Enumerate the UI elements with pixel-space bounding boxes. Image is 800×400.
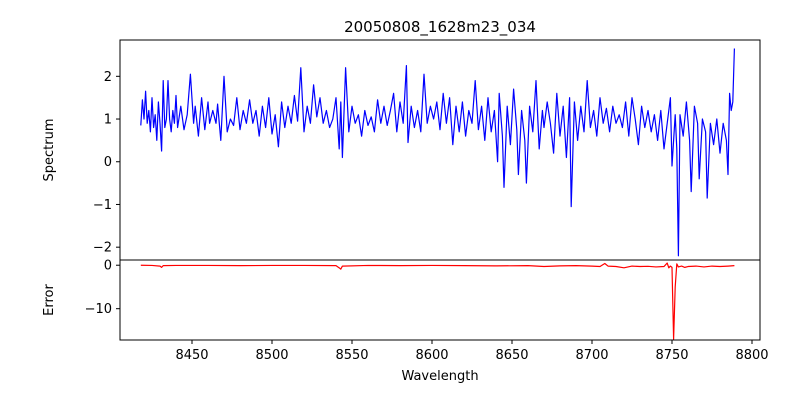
spectrum-y-ticks: 2 1 0 −1 −2 bbox=[93, 70, 120, 256]
x-tick-label: 8500 bbox=[255, 348, 288, 363]
x-tick-label: 8600 bbox=[415, 348, 448, 363]
error-panel: 0 −10 8450 8500 8550 8600 8650 8700 8750 8800 Er… bbox=[42, 259, 769, 384]
x-tick-label: 8750 bbox=[655, 348, 688, 363]
x-tick-label: 8700 bbox=[575, 348, 608, 363]
error-axes-frame bbox=[119, 259, 761, 341]
error-series bbox=[140, 262, 735, 340]
spectrum-line-0 bbox=[140, 48, 735, 257]
spectrum-y-tick-label: 1 bbox=[104, 113, 112, 128]
spectrum-y-tick-label: −1 bbox=[93, 198, 112, 213]
spectrum-y-tick-label: −2 bbox=[93, 241, 112, 256]
spectrum-y-tick-label: 2 bbox=[104, 70, 112, 85]
spectrum-y-tick-label: 0 bbox=[104, 155, 112, 170]
spectrum-y-axis-label: Spectrum bbox=[42, 119, 57, 182]
chart-title: 20050808_1628m23_034 bbox=[344, 18, 536, 37]
error-y-ticks: 0 −10 bbox=[85, 259, 120, 317]
error-y-tick-label: 0 bbox=[104, 259, 112, 274]
error-y-axis-label: Error bbox=[42, 284, 57, 316]
x-tick-label: 8650 bbox=[495, 348, 528, 363]
wavelength-x-ticks: 8450 8500 8550 8600 8650 8700 8750 8800 bbox=[175, 340, 769, 363]
error-y-tick-label: −10 bbox=[85, 302, 112, 317]
x-tick-label: 8800 bbox=[735, 348, 768, 363]
x-tick-label: 8550 bbox=[335, 348, 368, 363]
error-line-0 bbox=[140, 262, 735, 340]
spectrum-panel: 2 1 0 −1 −2 Spectrum bbox=[42, 39, 761, 261]
x-axis-label: Wavelength bbox=[401, 369, 478, 384]
x-tick-label: 8450 bbox=[175, 348, 208, 363]
spectrum-series bbox=[140, 48, 735, 257]
